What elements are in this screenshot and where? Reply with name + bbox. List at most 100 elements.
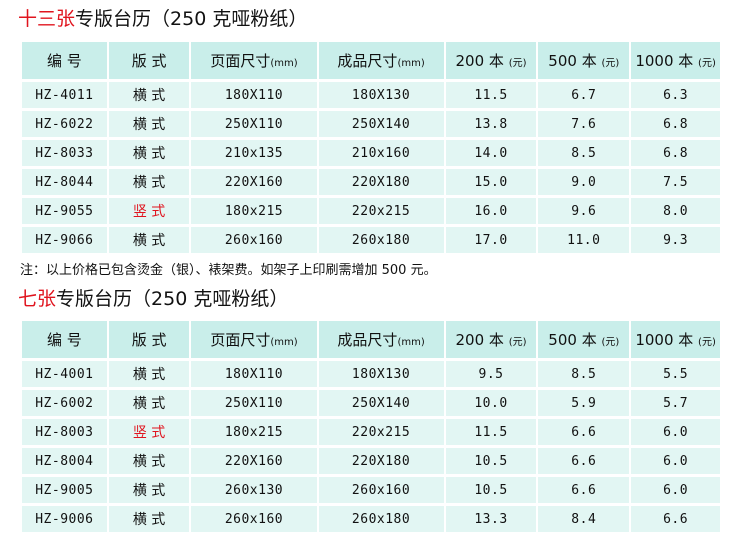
cell-final-size: 260x180 (318, 227, 444, 253)
table-row: HZ-9006 横 式 260x160 260x180 13.3 8.4 6.6 (22, 506, 720, 532)
cell-price-200: 15.0 (445, 169, 537, 195)
cell-price-200: 10.0 (445, 390, 537, 416)
cell-price-1000: 6.8 (631, 111, 720, 137)
cell-price-200: 14.0 (445, 140, 537, 166)
cell-price-200: 11.5 (445, 82, 537, 108)
cell-style: 横 式 (108, 361, 190, 387)
title-text: 专版台历（250 克哑粉纸） (56, 288, 289, 310)
cell-page-size: 210x135 (191, 140, 317, 166)
table-row: HZ-9055 竖 式 180x215 220x215 16.0 9.6 8.0 (22, 198, 720, 224)
cell-final-size: 180X130 (318, 361, 444, 387)
cell-page-size: 260x160 (191, 227, 317, 253)
cell-style: 横 式 (108, 390, 190, 416)
cell-code: HZ-6022 (22, 111, 107, 137)
cell-style: 横 式 (108, 477, 190, 503)
cell-code: HZ-8044 (22, 169, 107, 195)
header-code: 编 号 (22, 321, 107, 358)
cell-price-200: 10.5 (445, 448, 537, 474)
cell-style: 竖 式 (108, 198, 190, 224)
header-final-size: 成品尺寸(mm) (318, 42, 444, 79)
table-row: HZ-9005 横 式 260x130 260x160 10.5 6.6 6.0 (22, 477, 720, 503)
cell-style: 横 式 (108, 506, 190, 532)
cell-final-size: 210x160 (318, 140, 444, 166)
title-text: 专版台历（250 克哑粉纸） (75, 8, 308, 30)
cell-final-size: 180X130 (318, 82, 444, 108)
cell-price-500: 9.0 (538, 169, 630, 195)
table-row: HZ-6002 横 式 250X110 250X140 10.0 5.9 5.7 (22, 390, 720, 416)
cell-page-size: 180X110 (191, 82, 317, 108)
cell-price-1000: 9.3 (631, 227, 720, 253)
header-style: 版 式 (108, 42, 190, 79)
cell-price-200: 16.0 (445, 198, 537, 224)
cell-final-size: 220x215 (318, 198, 444, 224)
header-price-1000: 1000 本 (元) (631, 321, 720, 358)
table-row: HZ-8033 横 式 210x135 210x160 14.0 8.5 6.8 (22, 140, 720, 166)
cell-price-1000: 7.5 (631, 169, 720, 195)
cell-code: HZ-4001 (22, 361, 107, 387)
table-row: HZ-4001 横 式 180X110 180X130 9.5 8.5 5.5 (22, 361, 720, 387)
cell-code: HZ-8003 (22, 419, 107, 445)
table-row: HZ-6022 横 式 250X110 250X140 13.8 7.6 6.8 (22, 111, 720, 137)
cell-code: HZ-9006 (22, 506, 107, 532)
table-body: HZ-4011 横 式 180X110 180X130 11.5 6.7 6.3 HZ-602… (22, 82, 720, 253)
cell-style: 竖 式 (108, 419, 190, 445)
header-price-500: 500 本 (元) (538, 42, 630, 79)
cell-price-500: 6.6 (538, 477, 630, 503)
section-title-7: 七张专版台历（250 克哑粉纸） (18, 287, 288, 311)
cell-price-1000: 6.3 (631, 82, 720, 108)
cell-price-200: 17.0 (445, 227, 537, 253)
cell-price-200: 13.3 (445, 506, 537, 532)
header-price-200: 200 本 (元) (445, 321, 537, 358)
cell-final-size: 260x180 (318, 506, 444, 532)
cell-style: 横 式 (108, 227, 190, 253)
cell-price-500: 5.9 (538, 390, 630, 416)
cell-final-size: 250X140 (318, 390, 444, 416)
cell-final-size: 220X180 (318, 448, 444, 474)
table-row: HZ-8044 横 式 220X160 220X180 15.0 9.0 7.5 (22, 169, 720, 195)
header-style: 版 式 (108, 321, 190, 358)
cell-price-1000: 6.8 (631, 140, 720, 166)
header-price-1000: 1000 本 (元) (631, 42, 720, 79)
cell-code: HZ-8004 (22, 448, 107, 474)
cell-code: HZ-9066 (22, 227, 107, 253)
cell-price-500: 8.4 (538, 506, 630, 532)
cell-price-500: 6.6 (538, 419, 630, 445)
table-header-row: 编 号 版 式 页面尺寸(mm) 成品尺寸(mm) 200 本 (元) 500 … (22, 321, 720, 358)
cell-price-1000: 6.0 (631, 419, 720, 445)
cell-price-500: 7.6 (538, 111, 630, 137)
table-row: HZ-9066 横 式 260x160 260x180 17.0 11.0 9.3 (22, 227, 720, 253)
cell-price-200: 10.5 (445, 477, 537, 503)
price-table-13: 编 号 版 式 页面尺寸(mm) 成品尺寸(mm) 200 本 (元) 500 … (20, 39, 722, 256)
cell-page-size: 260x160 (191, 506, 317, 532)
cell-page-size: 180x215 (191, 198, 317, 224)
cell-final-size: 220X180 (318, 169, 444, 195)
cell-code: HZ-8033 (22, 140, 107, 166)
cell-price-500: 8.5 (538, 140, 630, 166)
cell-final-size: 260x160 (318, 477, 444, 503)
cell-page-size: 250X110 (191, 390, 317, 416)
cell-page-size: 260x130 (191, 477, 317, 503)
title-count: 十三张 (18, 8, 76, 30)
table-body: HZ-4001 横 式 180X110 180X130 9.5 8.5 5.5 HZ-6002… (22, 361, 720, 532)
table-row: HZ-8003 竖 式 180x215 220x215 11.5 6.6 6.0 (22, 419, 720, 445)
cell-page-size: 180X110 (191, 361, 317, 387)
table-row: HZ-4011 横 式 180X110 180X130 11.5 6.7 6.3 (22, 82, 720, 108)
section-title-13: 十三张专版台历（250 克哑粉纸） (18, 7, 307, 31)
header-page-size: 页面尺寸(mm) (191, 42, 317, 79)
cell-code: HZ-6002 (22, 390, 107, 416)
cell-final-size: 250X140 (318, 111, 444, 137)
cell-page-size: 220X160 (191, 448, 317, 474)
cell-price-200: 11.5 (445, 419, 537, 445)
table-header-row: 编 号 版 式 页面尺寸(mm) 成品尺寸(mm) 200 本 (元) 500 … (22, 42, 720, 79)
cell-price-500: 9.6 (538, 198, 630, 224)
cell-price-1000: 6.6 (631, 506, 720, 532)
cell-price-1000: 6.0 (631, 477, 720, 503)
cell-style: 横 式 (108, 140, 190, 166)
cell-price-500: 6.6 (538, 448, 630, 474)
header-code: 编 号 (22, 42, 107, 79)
cell-price-500: 8.5 (538, 361, 630, 387)
cell-code: HZ-9055 (22, 198, 107, 224)
cell-price-1000: 5.7 (631, 390, 720, 416)
title-count: 七张 (18, 288, 57, 310)
cell-code: HZ-9005 (22, 477, 107, 503)
